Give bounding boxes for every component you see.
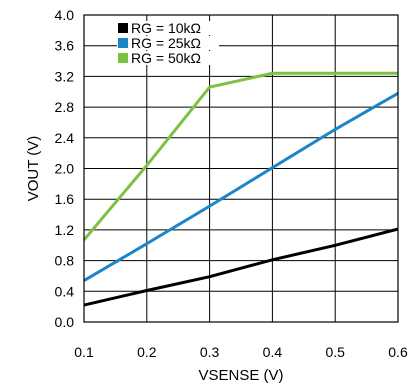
y-tick-label: 2.0 — [55, 161, 75, 177]
y-tick-label: 1.6 — [55, 191, 75, 207]
x-tick-label: 0.6 — [388, 344, 408, 360]
y-tick-label: 4.0 — [55, 7, 75, 23]
series-layer — [82, 71, 399, 307]
x-tick-label: 0.2 — [137, 344, 157, 360]
x-axis-ticks: 0.1 0.2 0.3 0.4 0.5 0.6 — [74, 344, 408, 360]
legend-swatch-2 — [118, 53, 128, 63]
x-tick-label: 0.3 — [200, 344, 220, 360]
x-tick-label: 0.1 — [74, 344, 94, 360]
y-tick-label: 3.6 — [55, 38, 75, 54]
x-tick-label: 0.4 — [263, 344, 283, 360]
legend-swatch-0 — [118, 23, 128, 33]
legend-label-2: RG = 50kΩ — [131, 50, 201, 66]
plot-border — [83, 14, 399, 323]
legend-label-1: RG = 25kΩ — [131, 35, 201, 51]
x-tick-label: 0.5 — [325, 344, 345, 360]
legend-bg — [117, 36, 219, 50]
legend-swatch-1 — [118, 38, 128, 48]
series-line-2 — [82, 71, 398, 241]
legend-label-0: RG = 10kΩ — [131, 20, 201, 36]
y-tick-label: 0.0 — [55, 314, 75, 330]
y-tick-label: 2.4 — [55, 130, 75, 146]
legend-bg — [117, 21, 219, 35]
series-line-1 — [83, 91, 399, 282]
legend-bg — [117, 51, 219, 65]
y-axis-ticks: 0.0 0.4 0.8 1.2 1.6 2.0 2.4 2.8 3.2 3.6 4.0 — [55, 7, 75, 330]
y-axis-label: VOUT (V) — [25, 136, 42, 202]
y-tick-label: 3.2 — [55, 68, 75, 84]
x-axis-label: VSENSE (V) — [198, 367, 283, 383]
y-tick-label: 0.4 — [55, 283, 75, 299]
y-tick-label: 0.8 — [55, 253, 75, 269]
y-tick-label: 2.8 — [55, 99, 75, 115]
series-line-0 — [83, 227, 399, 307]
y-tick-label: 1.2 — [55, 222, 75, 238]
